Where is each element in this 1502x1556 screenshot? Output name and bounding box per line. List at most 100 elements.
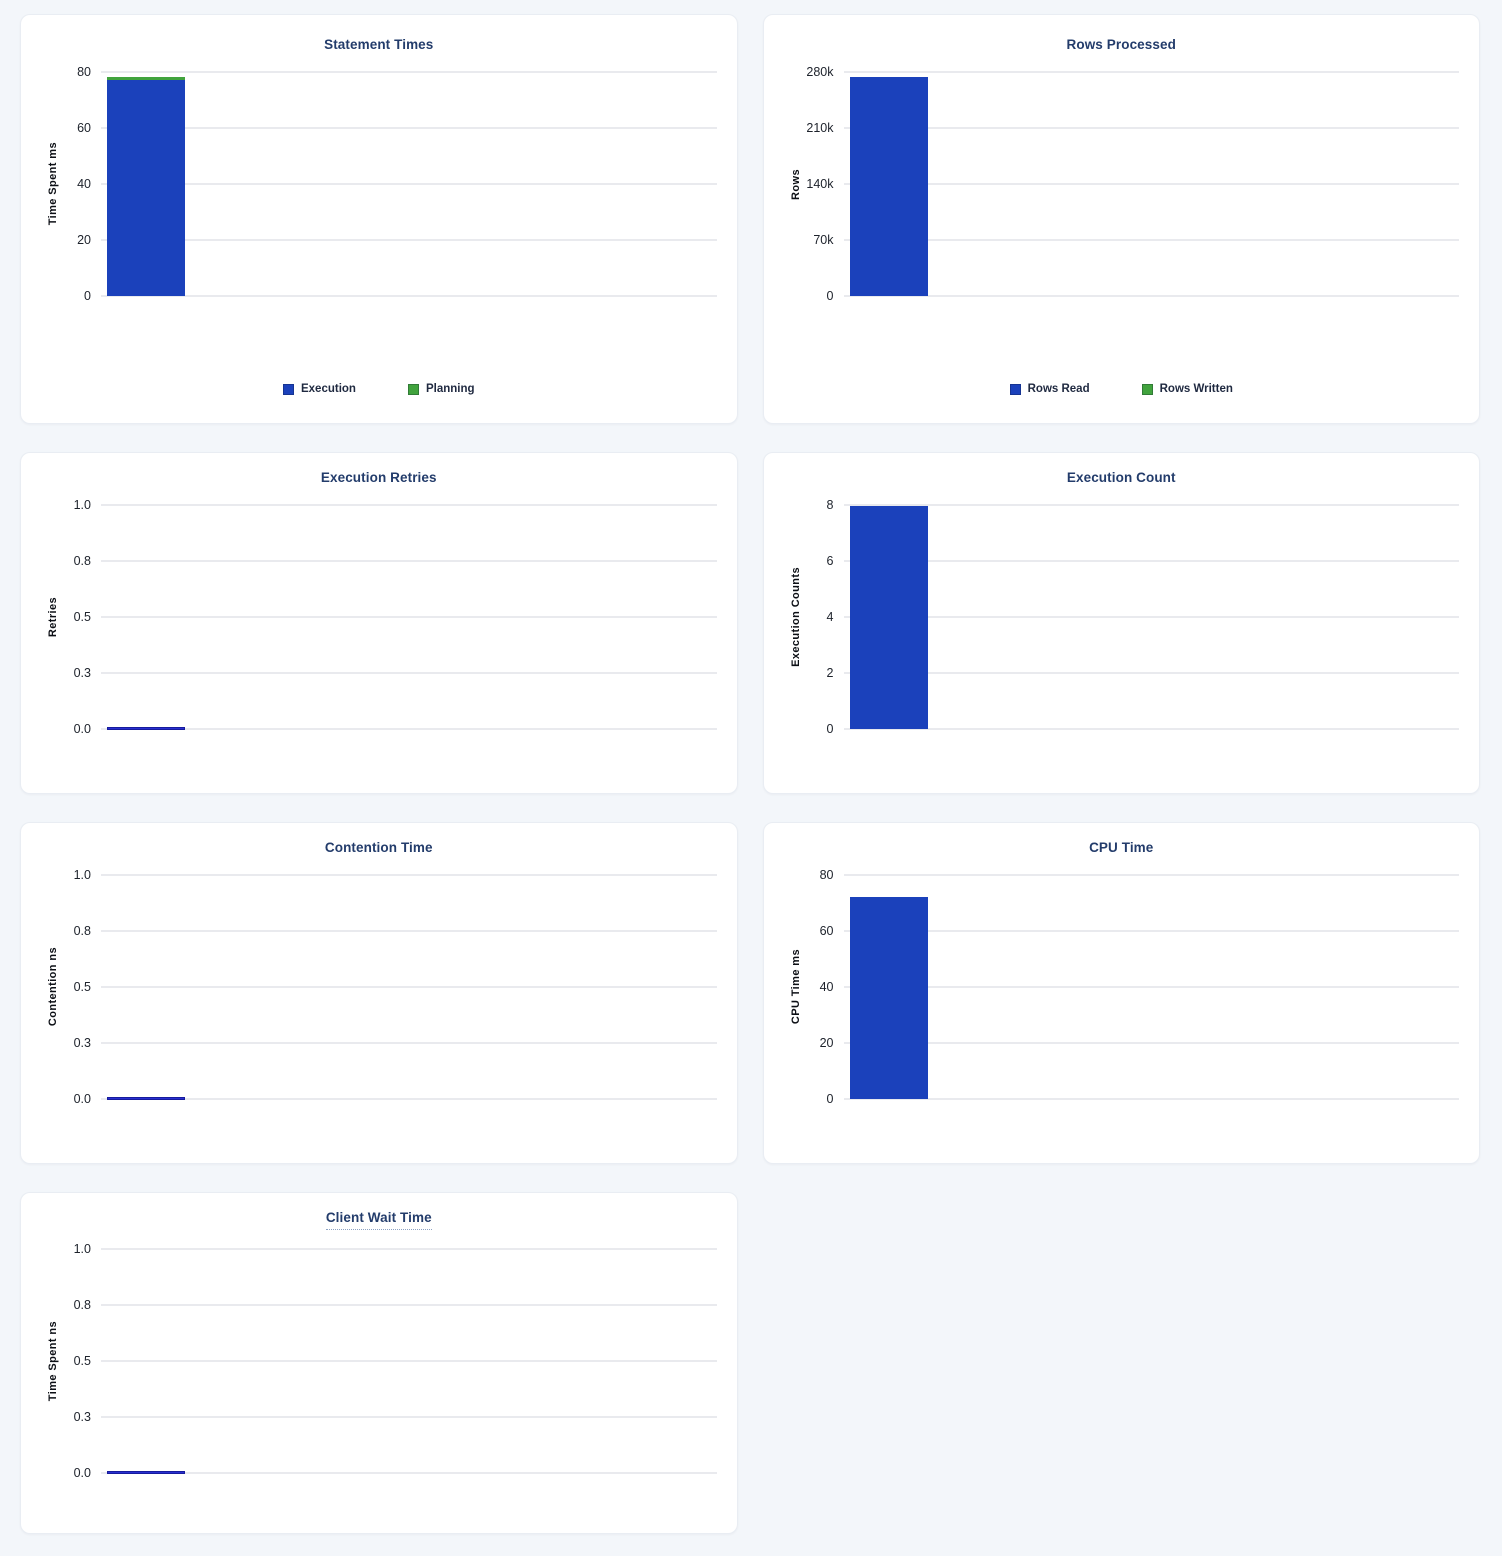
gridline xyxy=(101,616,717,618)
gridline xyxy=(843,672,1459,674)
gridline xyxy=(101,239,717,241)
gridline xyxy=(843,183,1459,185)
chart-panel-client-wait-time: Client Wait Time Time Spent ns 1.0 0.8 0.5… xyxy=(20,1192,738,1534)
legend-label: Rows Written xyxy=(1159,383,1233,395)
chart-area: Contention ns 1.0 0.8 0.5 0.3 0.0 xyxy=(37,868,717,1106)
y-axis-tick: 140k xyxy=(806,177,834,191)
bar-zero-value-retries xyxy=(107,727,185,730)
chart-panel-cpu-time: CPU Time CPU Time ms 80 60 40 20 0 xyxy=(762,822,1480,1164)
y-axis-tick: 80 xyxy=(819,868,834,882)
gridline xyxy=(101,874,717,876)
y-axis-tick: 1.0 xyxy=(73,1242,91,1256)
chart-panel-rows-processed: Rows Processed Rows 280k 210k 140k 70k 0 Row… xyxy=(762,14,1480,424)
bar-segment-planning xyxy=(107,76,185,81)
y-axis-tick: 0.8 xyxy=(73,924,91,938)
gridline xyxy=(843,71,1459,73)
chart-title: Execution Retries xyxy=(21,453,737,486)
legend-label: Rows Read xyxy=(1027,383,1090,395)
y-axis-tick: 0.5 xyxy=(73,610,91,624)
y-axis-tick: 20 xyxy=(819,1036,834,1050)
bar-zero-value-client-wait xyxy=(107,1471,185,1474)
gridline xyxy=(101,1042,717,1044)
legend-swatch-execution xyxy=(282,383,294,395)
y-axis-tick: 40 xyxy=(819,980,834,994)
y-axis-tick: 0 xyxy=(826,1092,834,1106)
gridline xyxy=(101,71,717,73)
gridline xyxy=(843,239,1459,241)
chart-title: Rows Processed xyxy=(764,15,1480,53)
y-axis-tick: 0.3 xyxy=(73,1410,91,1424)
chart-title: Statement Times xyxy=(21,15,737,53)
y-axis-label: Time Spent ms xyxy=(47,142,59,226)
y-axis-tick: 0.8 xyxy=(73,1298,91,1312)
y-axis-tick: 2 xyxy=(826,666,834,680)
gridline xyxy=(101,728,717,730)
plot-area: 280k 210k 140k 70k 0 xyxy=(806,65,1459,303)
gridline xyxy=(101,930,717,932)
chart-title-tooltip-trigger[interactable]: Client Wait Time xyxy=(325,1210,432,1230)
chart-title-text: Contention Time xyxy=(324,840,433,855)
gridline xyxy=(101,295,717,297)
gridline xyxy=(843,728,1459,730)
chart-title-text: Execution Count xyxy=(1066,470,1176,485)
y-axis-tick: 60 xyxy=(77,121,91,135)
y-axis-tick: 0.0 xyxy=(73,1092,91,1106)
plot-area: 1.0 0.8 0.5 0.3 0.0 xyxy=(74,498,717,736)
y-axis-tick: 0 xyxy=(826,722,834,736)
gridline xyxy=(843,874,1459,876)
chart-panel-statement-times: Statement Times Time Spent ms 80 60 40 20 0 … xyxy=(20,14,738,424)
chart-title-text: Statement Times xyxy=(324,37,434,52)
chart-area: Time Spent ms 80 60 40 20 0 xyxy=(37,65,717,303)
chart-title: Execution Count xyxy=(764,453,1480,486)
y-axis-label: Rows xyxy=(789,168,802,200)
plot-area: 8 6 4 2 0 xyxy=(827,498,1459,736)
legend-swatch-rows-read xyxy=(1009,383,1021,395)
plot-area: 1.0 0.8 0.5 0.3 0.0 xyxy=(74,1242,717,1480)
chart-title-text: Execution Retries xyxy=(320,470,437,485)
legend-item-rows-read: Rows Read xyxy=(1009,383,1090,395)
y-axis-tick: 80 xyxy=(77,65,91,79)
gridline xyxy=(843,1042,1459,1044)
gridline xyxy=(101,1248,717,1250)
y-axis-tick: 0 xyxy=(84,289,91,303)
y-axis-tick: 40 xyxy=(77,177,91,191)
gridline xyxy=(101,1472,717,1474)
gridline xyxy=(101,504,717,506)
legend-label: Execution xyxy=(300,383,356,395)
chart-area: Retries 1.0 0.8 0.5 0.3 0.0 xyxy=(37,498,717,736)
chart-panel-execution-count: Execution Count Execution Counts 8 6 4 2 0 xyxy=(762,452,1480,794)
bar-segment-cpu-time xyxy=(849,896,928,1099)
chart-title: CPU Time xyxy=(764,823,1480,856)
y-axis-tick: 210k xyxy=(806,121,834,135)
chart-title-text: CPU Time xyxy=(1089,840,1154,855)
gridline xyxy=(101,1416,717,1418)
y-axis-tick: 0.0 xyxy=(73,1466,91,1480)
chart-area: CPU Time ms 80 60 40 20 0 xyxy=(780,868,1459,1106)
y-axis-tick: 0.3 xyxy=(73,1036,91,1050)
gridline xyxy=(101,1304,717,1306)
chart-title: Contention Time xyxy=(21,823,737,856)
legend-swatch-rows-written xyxy=(1141,383,1153,395)
legend-item-planning: Planning xyxy=(407,383,475,395)
bar-segment-rows-read xyxy=(849,76,928,296)
y-axis-tick: 70k xyxy=(813,233,834,247)
y-axis-tick: 280k xyxy=(806,65,834,79)
chart-title: Client Wait Time xyxy=(21,1193,737,1230)
plot-area: 80 60 40 20 0 xyxy=(820,868,1459,1106)
gridline xyxy=(843,560,1459,562)
chart-area: Time Spent ns 1.0 0.8 0.5 0.3 0.0 xyxy=(37,1242,717,1480)
gridline xyxy=(843,1098,1459,1100)
gridline xyxy=(843,295,1459,297)
gridline xyxy=(101,1098,717,1100)
y-axis-tick: 1.0 xyxy=(73,498,91,512)
legend-swatch-planning xyxy=(407,383,419,395)
y-axis-label: Contention ns xyxy=(47,947,59,1027)
chart-area: Execution Counts 8 6 4 2 0 xyxy=(780,498,1459,736)
chart-area: Rows 280k 210k 140k 70k 0 xyxy=(780,65,1459,303)
y-axis-tick: 4 xyxy=(826,610,834,624)
plot-area: 80 60 40 20 0 xyxy=(77,65,717,303)
gridline xyxy=(101,672,717,674)
charts-grid: Statement Times Time Spent ms 80 60 40 20 0 … xyxy=(20,14,1480,1534)
chart-panel-contention-time: Contention Time Contention ns 1.0 0.8 0.5 0… xyxy=(20,822,738,1164)
